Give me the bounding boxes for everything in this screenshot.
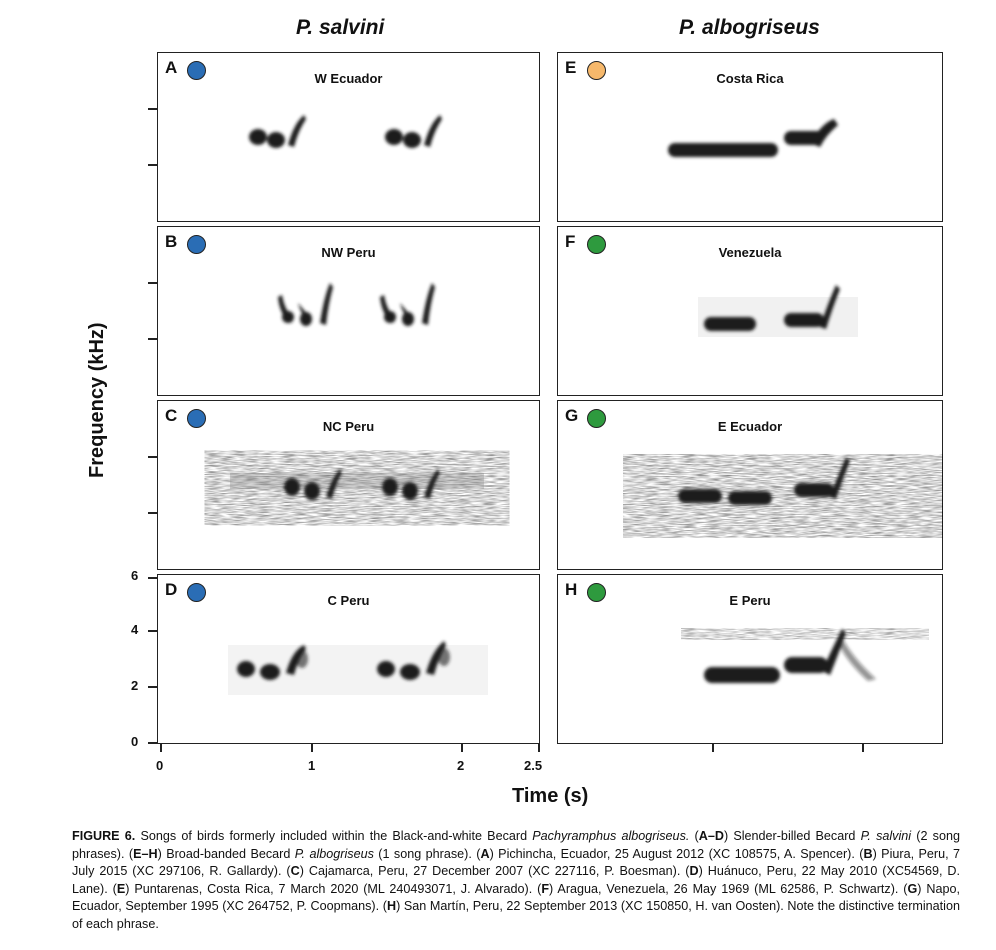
panel-letter: H	[565, 580, 578, 599]
caption-panel-ref: F	[541, 881, 550, 896]
population-dot	[187, 409, 206, 428]
panel-d: D C Peru	[157, 574, 540, 744]
caption-text: Songs of birds formerly included within …	[135, 829, 533, 843]
y-tick-label: 4	[131, 622, 139, 637]
figure-label: FIGURE 6.	[72, 829, 136, 843]
panel-letter: D	[165, 580, 178, 599]
x-tick-label: 0	[156, 758, 164, 773]
x-tick	[862, 744, 864, 752]
caption-species: Pachyramphus albogriseus.	[532, 829, 690, 843]
x-tick	[160, 744, 162, 752]
population-dot	[187, 61, 206, 80]
caption-text: (2 song phrases). (	[72, 829, 960, 861]
population-dot	[587, 583, 606, 602]
caption-text: ) Piura, Peru, 7 July 2015 (XC 297106, R…	[72, 846, 960, 879]
y-tick	[148, 577, 157, 579]
caption-text: ) Napo, Ecuador, September 1995 (XC 2647…	[72, 881, 960, 914]
panel-region: Costa Rica	[716, 71, 784, 86]
panel-region: NC Peru	[322, 419, 375, 434]
caption-text: ) Huánuco, Peru, 22 May 2010 (XC54569, D…	[72, 864, 960, 896]
y-tick	[148, 456, 157, 458]
caption-text: ) Aragua, Venezuela, 26 May 1969 (ML 625…	[549, 881, 908, 896]
caption-panel-ref: E–H	[133, 846, 158, 861]
x-tick	[712, 744, 714, 752]
x-axis-label: Time (s)	[512, 785, 589, 807]
population-dot	[587, 235, 606, 254]
population-dot	[187, 583, 206, 602]
caption-text: ) Slender-billed Becard	[723, 829, 861, 843]
y-tick	[148, 108, 157, 110]
panel-region: Venezuela	[718, 245, 782, 260]
caption-panel-ref: G	[907, 881, 918, 896]
panel-letter: B	[165, 232, 178, 251]
y-tick-label: 2	[131, 678, 139, 693]
panel-f: F Venezuela	[557, 226, 943, 396]
caption-text: ) Broad-banded Becard	[157, 846, 295, 861]
x-tick-label: 1	[308, 758, 316, 773]
y-tick-label: 0	[131, 734, 139, 749]
panel-a: A W Ecuador	[157, 52, 540, 222]
y-tick	[148, 338, 157, 340]
x-tick	[461, 744, 463, 752]
caption-panel-ref: A	[480, 846, 490, 861]
x-tick	[311, 744, 313, 752]
panel-g: G E Ecuador	[557, 400, 943, 570]
panel-letter: C	[165, 406, 178, 425]
panel-region: NW Peru	[321, 245, 376, 260]
panel-letter: G	[565, 406, 579, 425]
y-axis-label: Frequency (kHz)	[86, 322, 108, 478]
column-title-salvini: P. salvini	[296, 16, 385, 39]
column-title-albogriseus: P. albogriseus	[679, 16, 820, 39]
panel-region: W Ecuador	[314, 71, 383, 86]
x-tick	[538, 744, 540, 752]
caption-panel-ref: A–D	[698, 829, 724, 843]
caption-text: ) Pichincha, Ecuador, 25 August 2012 (XC…	[489, 846, 864, 861]
panel-c: C NC Peru	[157, 400, 540, 570]
caption-text: (	[689, 829, 699, 843]
spectrogram-b	[278, 283, 435, 326]
x-tick-label: 2.5	[524, 758, 543, 773]
caption-species: P. albogriseus	[294, 846, 374, 861]
y-tick	[148, 686, 157, 688]
figure-caption: FIGURE 6. Songs of birds formerly includ…	[72, 828, 960, 933]
y-tick	[148, 512, 157, 514]
spectrogram-h	[702, 629, 908, 683]
caption-text: ) Puntarenas, Costa Rica, 7 March 2020 (…	[125, 881, 542, 896]
panel-e: E Costa Rica	[557, 52, 943, 222]
spectrogram-a	[249, 115, 442, 148]
panel-region: E Peru	[729, 593, 771, 608]
caption-panel-ref: E	[116, 881, 126, 896]
panel-region: C Peru	[327, 593, 370, 608]
caption-panel-ref: H	[386, 899, 397, 913]
spectrogram-e	[668, 119, 838, 157]
caption-panel-ref: D	[689, 864, 699, 878]
panel-letter: E	[565, 58, 577, 77]
panel-h: H E Peru	[557, 574, 943, 744]
caption-text: (1 song phrase). (	[373, 846, 481, 861]
spectrogram-c	[230, 457, 484, 519]
panel-region: E Ecuador	[717, 419, 783, 434]
population-dot	[587, 61, 606, 80]
y-tick	[148, 282, 157, 284]
caption-text: ) San Martín, Peru, 22 September 2013 (X…	[72, 899, 960, 931]
panel-letter: F	[565, 232, 576, 251]
caption-text: ) Cajamarca, Peru, 27 December 2007 (XC …	[299, 864, 690, 878]
y-tick	[148, 164, 157, 166]
y-tick	[148, 742, 157, 744]
y-tick	[148, 630, 157, 632]
x-tick-label: 2	[457, 758, 465, 773]
panel-letter: A	[165, 58, 178, 77]
spectrogram-d	[228, 641, 488, 695]
y-tick-label: 6	[131, 568, 139, 583]
spectrogram-g	[650, 457, 916, 531]
spectrogram-f	[698, 285, 858, 337]
caption-panel-ref: B	[863, 846, 873, 861]
caption-species: P. salvini	[860, 829, 912, 843]
population-dot	[587, 409, 606, 428]
population-dot	[187, 235, 206, 254]
caption-panel-ref: C	[290, 864, 300, 878]
panel-b: B NW Peru	[157, 226, 540, 396]
